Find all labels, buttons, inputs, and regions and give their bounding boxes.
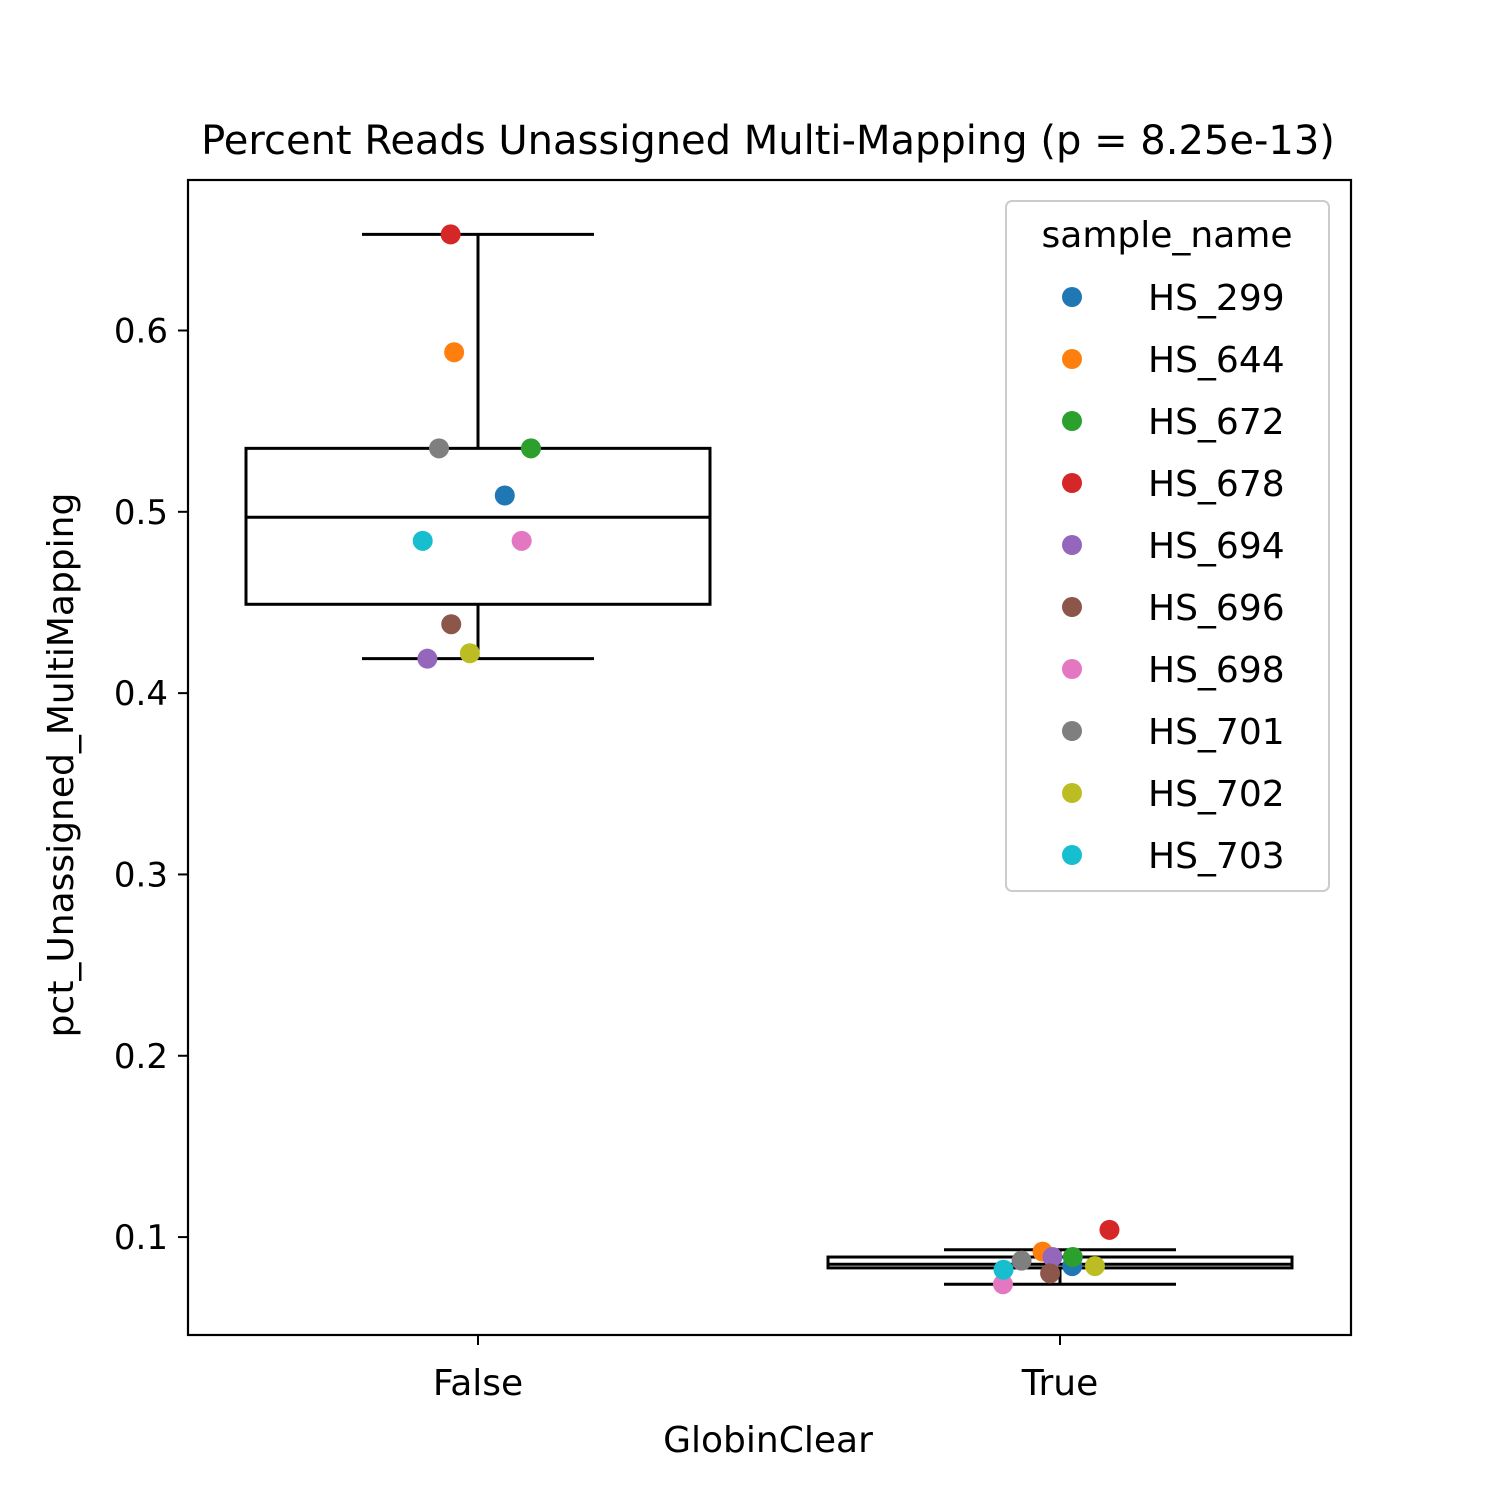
point-HS_672-False [520, 438, 541, 459]
legend-marker-HS_672 [1062, 411, 1082, 431]
point-HS_694-False [417, 648, 438, 669]
legend-label: HS_698 [1148, 650, 1285, 691]
x-tick-label: False [433, 1363, 523, 1404]
y-axis-label: pct_Unassigned_MultiMapping [41, 493, 82, 1038]
legend-marker-HS_678 [1062, 473, 1082, 493]
point-HS_702-False [459, 643, 480, 664]
point-HS_644-False [444, 342, 465, 363]
point-HS_678-True [1099, 1219, 1120, 1240]
plot-area [244, 224, 1294, 1295]
legend-label: HS_703 [1148, 836, 1285, 877]
point-HS_678-False [440, 224, 461, 245]
legend-label: HS_299 [1148, 278, 1285, 319]
legend-marker-HS_694 [1062, 535, 1082, 555]
point-HS_701-False [429, 438, 450, 459]
point-HS_701-True [1011, 1250, 1032, 1271]
point-HS_703-True [993, 1259, 1014, 1280]
legend-marker-HS_702 [1062, 783, 1082, 803]
point-HS_696-False [441, 614, 462, 635]
legend-label: HS_672 [1148, 402, 1285, 443]
point-HS_698-False [511, 530, 532, 551]
point-HS_694-True [1042, 1247, 1063, 1268]
point-HS_703-False [412, 530, 433, 551]
legend-marker-HS_703 [1062, 845, 1082, 865]
y-tick-label: 0.4 [114, 674, 168, 714]
y-tick-label: 0.5 [114, 493, 168, 533]
box-False [244, 232, 712, 661]
point-HS_299-False [494, 485, 515, 506]
legend-marker-HS_698 [1062, 659, 1082, 679]
legend-label: HS_694 [1148, 526, 1285, 567]
chart-title: Percent Reads Unassigned Multi-Mapping (… [201, 118, 1335, 164]
data-points [412, 224, 1120, 1295]
y-tick-label: 0.3 [114, 855, 168, 895]
y-tick-label: 0.2 [114, 1037, 168, 1077]
legend-marker-HS_701 [1062, 721, 1082, 741]
legend-label: HS_702 [1148, 774, 1285, 815]
x-axis: False True [433, 1335, 1098, 1404]
legend-label: HS_678 [1148, 464, 1285, 505]
point-HS_702-True [1084, 1256, 1105, 1277]
point-HS_698-True [992, 1274, 1013, 1295]
legend: sample_name HS_299 HS_644 HS_672 HS_678 HS_6… [1005, 200, 1330, 892]
y-tick-label: 0.1 [114, 1218, 168, 1258]
legend-marker-HS_644 [1062, 349, 1082, 369]
x-axis-label: GlobinClear [663, 1420, 873, 1461]
box-iqr [244, 446, 712, 606]
legend-label: HS_696 [1148, 588, 1285, 629]
legend-label: HS_644 [1148, 340, 1285, 381]
legend-marker-HS_696 [1062, 597, 1082, 617]
legend-frame [1005, 200, 1330, 892]
legend-marker-HS_299 [1062, 287, 1082, 307]
legend-title: sample_name [1042, 215, 1293, 256]
y-axis: 0.1 0.2 0.3 0.4 0.5 0.6 [114, 311, 188, 1258]
legend-label: HS_701 [1148, 712, 1285, 753]
plot-frame [186, 178, 1353, 1337]
x-tick-label: True [1021, 1363, 1098, 1404]
point-HS_672-True [1062, 1247, 1083, 1268]
point-HS_696-True [1040, 1263, 1061, 1284]
y-tick-label: 0.6 [114, 311, 168, 351]
